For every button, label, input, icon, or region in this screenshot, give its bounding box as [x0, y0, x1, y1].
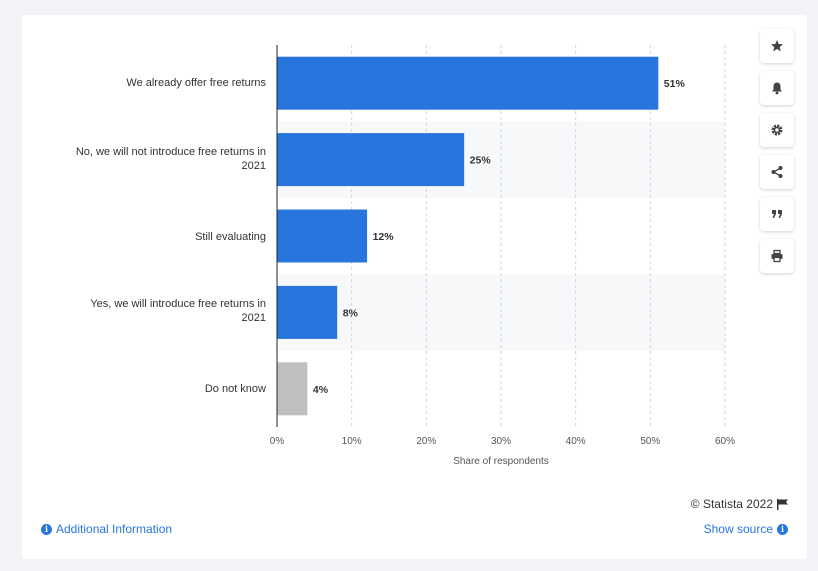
star-icon	[771, 40, 783, 52]
data-label: 4%	[313, 384, 329, 396]
share-button[interactable]	[760, 155, 794, 189]
cite-button[interactable]	[760, 197, 794, 231]
show-source-link[interactable]: Show source i	[704, 522, 788, 536]
settings-button[interactable]	[760, 113, 794, 147]
bar-chart: 0% 10% 20% 30% 40% 50% 60% 51% 25% 12% 8% 4% Share o…	[270, 45, 735, 467]
info-icon: i	[41, 523, 52, 535]
x-tick-label: 0%	[270, 436, 285, 447]
category-label-2: Still evaluating	[195, 231, 266, 243]
bar	[277, 133, 465, 187]
data-label: 51%	[664, 78, 686, 90]
bar	[277, 362, 308, 416]
x-tick-label: 40%	[566, 436, 586, 447]
additional-information-link[interactable]: i Additional Information	[41, 522, 172, 536]
bar	[277, 56, 659, 110]
data-label: 8%	[343, 307, 359, 319]
category-label-3: Yes, we will introduce free returns in 20…	[90, 298, 266, 324]
favorite-button[interactable]	[760, 29, 794, 63]
data-label: 25%	[470, 155, 492, 167]
bell-icon	[772, 82, 782, 95]
flag-icon	[777, 498, 788, 510]
notification-button[interactable]	[760, 71, 794, 105]
x-tick-label: 50%	[640, 436, 660, 447]
x-tick-label: 30%	[491, 436, 511, 447]
category-label-1: No, we will not introduce free returns i…	[75, 146, 266, 172]
share-icon	[771, 166, 783, 178]
category-label-4: Do not know	[204, 383, 266, 395]
gear-icon	[771, 124, 783, 136]
statista-credit[interactable]: © Statista 2022	[691, 497, 789, 511]
x-axis-title: Share of respondents	[453, 456, 549, 467]
info-icon: i	[777, 523, 788, 535]
data-label: 12%	[373, 231, 395, 243]
print-button[interactable]	[760, 239, 794, 273]
print-icon	[771, 249, 783, 263]
chart-card: 0% 10% 20% 30% 40% 50% 60% 51% 25% 12% 8% 4% Share o…	[22, 15, 807, 559]
x-tick-label: 10%	[342, 436, 362, 447]
quote-icon	[772, 210, 782, 218]
x-tick-label: 60%	[715, 436, 735, 447]
category-label-0: We already offer free returns	[126, 77, 266, 89]
x-tick-label: 20%	[416, 436, 436, 447]
bar	[277, 285, 338, 339]
bar	[277, 209, 368, 263]
